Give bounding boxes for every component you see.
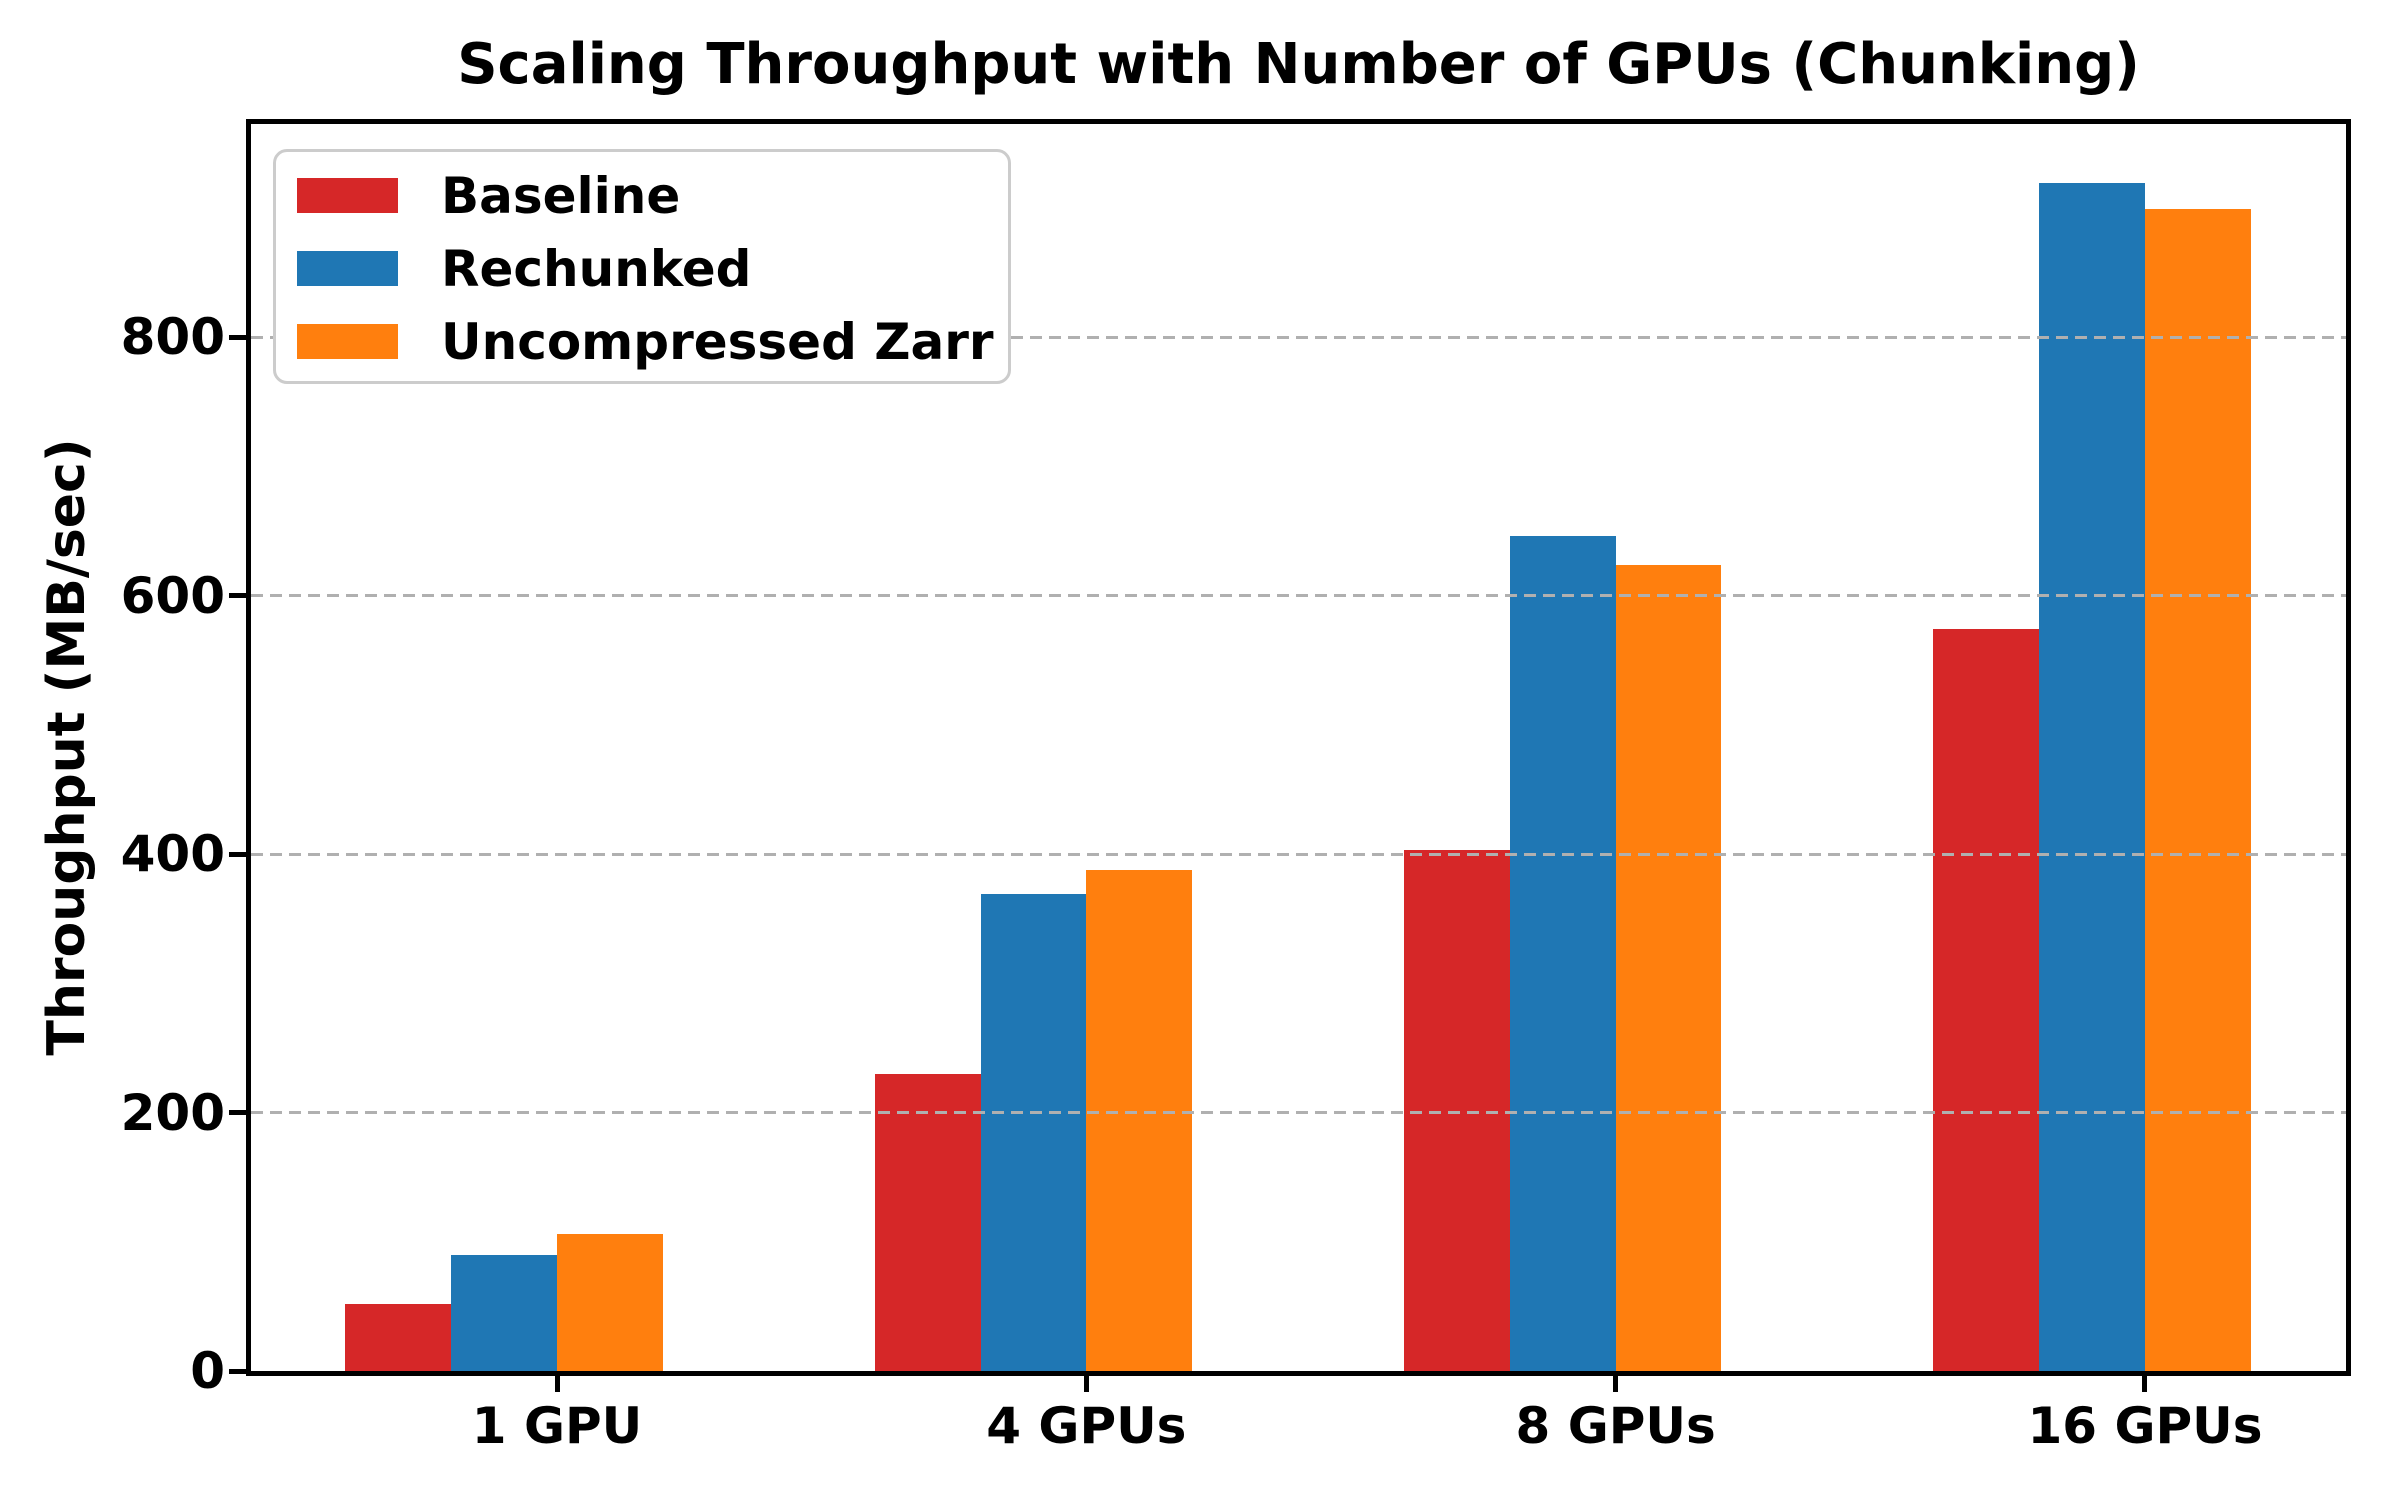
x-tick-mark-1-gpu bbox=[554, 1376, 560, 1392]
y-tick-mark-800 bbox=[229, 334, 246, 340]
legend-label-baseline: Baseline bbox=[441, 166, 681, 225]
y-tick-label-600: 600 bbox=[120, 566, 225, 625]
bar-baseline-16-gpus bbox=[1933, 629, 2040, 1371]
x-tick-label-8-gpus: 8 GPUs bbox=[1515, 1397, 1716, 1455]
legend-label-rechunked: Rechunked bbox=[441, 239, 752, 298]
y-tick-mark-0 bbox=[229, 1368, 246, 1374]
y-axis-label: Throughput (MB/sec) bbox=[37, 438, 97, 1056]
legend-label-uncompressed-zarr: Uncompressed Zarr bbox=[441, 312, 994, 371]
legend-swatch-uncompressed-zarr bbox=[297, 324, 398, 359]
gridline-200 bbox=[251, 1111, 2346, 1115]
legend-swatch-rechunked bbox=[297, 251, 398, 286]
gridline-400 bbox=[251, 852, 2346, 856]
legend-item-uncompressed-zarr: Uncompressed Zarr bbox=[276, 305, 1008, 378]
x-tick-label-4-gpus: 4 GPUs bbox=[986, 1397, 1187, 1455]
bar-baseline-4-gpus bbox=[874, 1073, 981, 1371]
gridline-800 bbox=[251, 335, 2346, 339]
legend: Baseline Rechunked Uncompressed Zarr bbox=[273, 149, 1011, 384]
y-tick-label-200: 200 bbox=[120, 1083, 225, 1142]
bar-rechunked-4-gpus bbox=[980, 894, 1087, 1371]
legend-item-baseline: Baseline bbox=[276, 159, 1008, 232]
y-tick-mark-200 bbox=[229, 1110, 246, 1116]
bar-baseline-8-gpus bbox=[1404, 850, 1510, 1371]
legend-swatch-baseline bbox=[297, 178, 398, 213]
x-tick-mark-4-gpus bbox=[1083, 1376, 1089, 1392]
legend-item-rechunked: Rechunked bbox=[276, 232, 1008, 305]
y-tick-label-400: 400 bbox=[120, 825, 225, 884]
chart-title: Scaling Throughput with Number of GPUs (… bbox=[457, 32, 2140, 97]
x-tick-mark-16-gpus bbox=[2142, 1376, 2148, 1392]
y-tick-label-800: 800 bbox=[120, 308, 225, 367]
bar-baseline-1-gpu bbox=[345, 1303, 452, 1371]
y-tick-mark-400 bbox=[229, 851, 246, 857]
bar-uncompressed-zarr-16-gpus bbox=[2144, 209, 2251, 1371]
bar-uncompressed-zarr-1-gpu bbox=[557, 1234, 663, 1371]
bar-uncompressed-zarr-4-gpus bbox=[1086, 869, 1193, 1371]
bar-rechunked-16-gpus bbox=[2039, 183, 2145, 1371]
bar-rechunked-1-gpu bbox=[451, 1254, 557, 1371]
bar-rechunked-8-gpus bbox=[1509, 536, 1616, 1371]
y-tick-label-0: 0 bbox=[190, 1342, 225, 1400]
x-tick-mark-8-gpus bbox=[1613, 1376, 1619, 1392]
y-tick-mark-600 bbox=[229, 593, 246, 599]
gridline-600 bbox=[251, 594, 2346, 598]
x-tick-label-1-gpu: 1 GPU bbox=[471, 1397, 643, 1455]
x-tick-label-16-gpus: 16 GPUs bbox=[2027, 1397, 2263, 1455]
bar-uncompressed-zarr-8-gpus bbox=[1615, 564, 1722, 1371]
